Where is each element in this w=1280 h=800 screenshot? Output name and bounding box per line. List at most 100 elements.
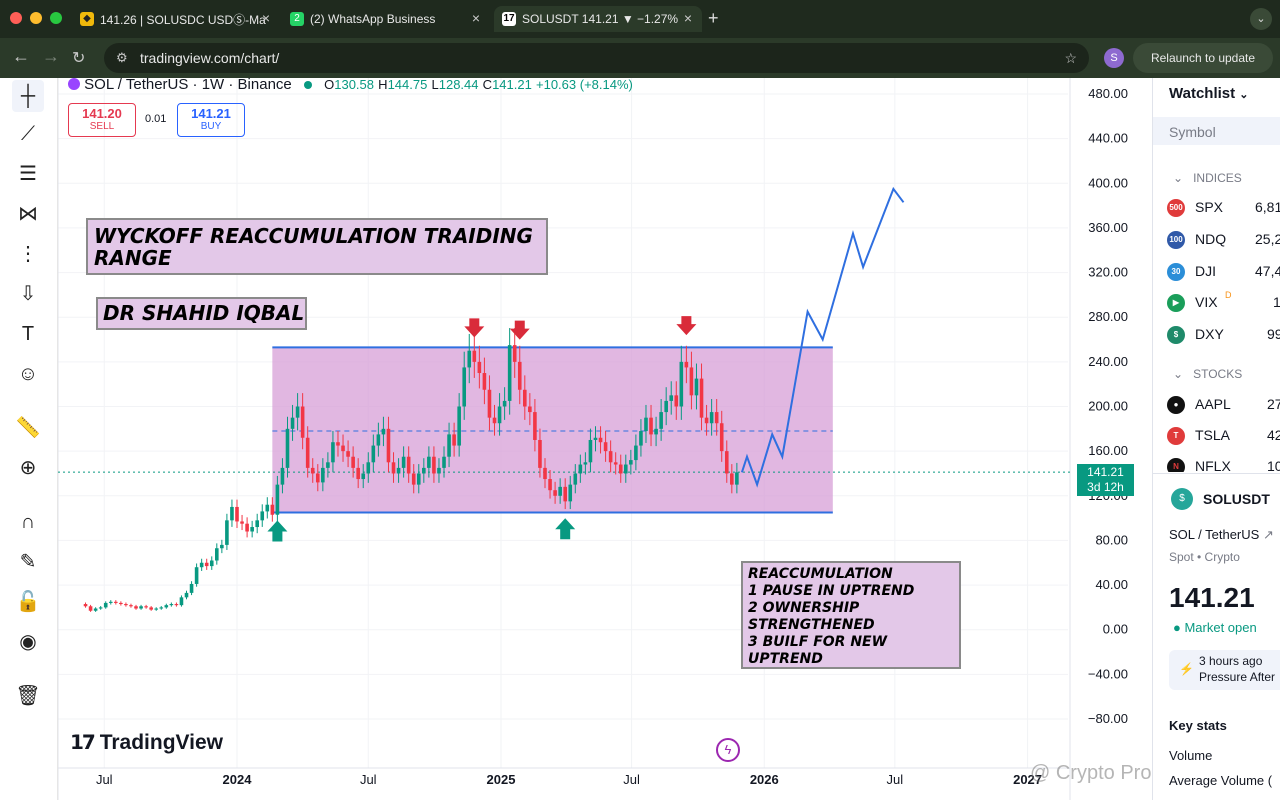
close-tab-icon[interactable]: × [471, 10, 480, 26]
forecast-icon[interactable]: ⋮ [18, 243, 38, 265]
author-text: DR SHAHID IQBAL [103, 301, 305, 325]
spread-value: 0.01 [145, 113, 167, 125]
trash-icon[interactable]: 🗑 [15, 685, 41, 707]
emoji-icon[interactable]: ☺ [17, 363, 39, 385]
price-chart[interactable]: 480.00 440.00 400.00 360.00 320.00 280.00 240.… [58, 78, 1148, 800]
lock-icon[interactable]: 🔓 [15, 591, 41, 613]
watchlist-row[interactable]: N NFLX 10 [1167, 456, 1280, 472]
eye-icon[interactable]: ◉ [19, 631, 37, 653]
close-window-button[interactable] [10, 12, 22, 24]
buy-label: BUY [200, 121, 222, 132]
candle-body [694, 378, 699, 396]
candle-body [634, 445, 638, 461]
candle-body [437, 467, 441, 474]
candle-body [517, 361, 522, 390]
magnet-icon[interactable]: ∩ [20, 511, 36, 533]
candle-body [639, 431, 643, 446]
news-card[interactable]: ⚡ 3 hours ago Pressure After [1169, 650, 1280, 690]
candle-body [730, 473, 734, 485]
sell-button[interactable]: 141.20 SELL [68, 103, 136, 137]
trend-line-icon[interactable]: ⟋ [21, 123, 35, 145]
url-field[interactable]: ⚙ tradingview.com/chart/ ☆ [104, 43, 1089, 73]
browser-tab-binance[interactable]: ◆ 141.26 | SOLUSDC USDⓈ-Ma × [72, 6, 280, 32]
profile-avatar[interactable]: S [1104, 48, 1124, 68]
candle-body [139, 606, 143, 609]
forward-icon[interactable]: → [42, 46, 60, 66]
y-tick-label: 480.00 [1088, 86, 1128, 101]
watchlist-row[interactable]: T TSLA 42 [1167, 425, 1280, 447]
ruler-icon[interactable]: 📏 [15, 417, 41, 439]
dxy-icon: $ [1167, 326, 1185, 344]
detail-name[interactable]: SOL / TetherUS ↗ [1169, 527, 1274, 543]
y-tick-label: 280.00 [1088, 309, 1128, 324]
notes-box[interactable]: REACCUMULATION 1 PAUSE IN UPTREND 2 OWNE… [741, 561, 961, 669]
candle-body [154, 608, 159, 610]
candle-body [103, 602, 108, 608]
close-tab-icon[interactable]: × [261, 10, 270, 26]
watchlist-row[interactable]: 500 SPX 6,81 [1167, 197, 1280, 219]
low-label: L [431, 77, 439, 92]
arrow-marker-icon[interactable]: ⇩ [19, 283, 37, 305]
candle-body [315, 473, 320, 483]
y-tick-label: 40.00 [1095, 577, 1128, 592]
relaunch-button[interactable]: Relaunch to update [1133, 43, 1273, 73]
solusdt-icon: $ [1171, 488, 1193, 510]
watchlist-row[interactable]: 30 DJI 47,4 [1167, 261, 1280, 283]
browser-tab-whatsapp[interactable]: 2 (2) WhatsApp Business × [282, 6, 490, 32]
bar-countdown: 3d 12h [1087, 480, 1124, 494]
row-value: 10 [1267, 458, 1280, 472]
close-tab-icon[interactable]: × [683, 10, 692, 26]
site-info-icon[interactable]: ⚙ [116, 50, 128, 65]
candle-body [558, 486, 562, 496]
symbol-column-header[interactable]: Symbol [1169, 124, 1216, 140]
candle-body [578, 464, 583, 474]
tradingview-logo[interactable]: 𝟭𝟳 TradingView [70, 730, 223, 755]
news-time: 3 hours ago [1199, 654, 1263, 668]
maximize-window-button[interactable] [50, 12, 62, 24]
lightning-icon: ⚡ [1179, 662, 1194, 676]
whatsapp-icon: 2 [290, 12, 304, 26]
wyckoff-title-box[interactable]: WYCKOFF REACCUMULATION TRAIDING RANGE [86, 218, 548, 275]
watchlist-row[interactable]: $ DXY 99 [1167, 324, 1280, 346]
symbol-line[interactable]: SOL / TetherUS · 1W · Binance [84, 76, 292, 93]
lightning-icon[interactable]: ϟ [716, 738, 740, 762]
x-tick-label: 2026 [750, 772, 779, 787]
watchlist-title[interactable]: Watchlist ⌄ [1169, 85, 1249, 102]
market-status-dot [303, 81, 312, 89]
candle-body [664, 400, 668, 413]
row-value: 27 [1267, 396, 1280, 412]
zoom-in-icon[interactable]: ⊕ [19, 457, 37, 479]
high-label: H [378, 77, 388, 92]
detail-symbol[interactable]: SOLUSDT [1203, 491, 1270, 507]
candle-body [391, 462, 396, 474]
fib-icon[interactable]: ☰ [19, 163, 37, 185]
x-tick-label: 2027 [1013, 772, 1042, 787]
key-stats-heading: Key stats [1169, 718, 1227, 733]
crosshair-icon[interactable]: ┼ [12, 80, 44, 112]
section-indices[interactable]: ⌄ INDICES [1173, 171, 1242, 185]
author-box[interactable]: DR SHAHID IQBAL [96, 297, 307, 330]
section-stocks[interactable]: ⌄ STOCKS [1173, 367, 1242, 381]
candle-body [366, 462, 371, 474]
candle-body [497, 406, 502, 424]
buy-button[interactable]: 141.21 BUY [177, 103, 245, 137]
up-arrow-icon [267, 520, 288, 542]
pattern-icon[interactable]: ⋈ [18, 203, 38, 225]
pencil-lock-icon[interactable]: ✎ [19, 551, 37, 573]
tab-search-icon[interactable]: ⌄ [1250, 8, 1272, 30]
chart-pane[interactable]: 480.00 440.00 400.00 360.00 320.00 280.00 240.… [58, 78, 1148, 800]
browser-tab-tradingview[interactable]: 17 SOLUSDT 141.21 ▼ −1.27% × [494, 6, 702, 32]
new-tab-icon[interactable]: + [708, 8, 719, 28]
sell-price: 141.20 [82, 106, 122, 121]
watchlist-row[interactable]: ● AAPL 27 [1167, 394, 1280, 416]
row-symbol: SPX [1195, 199, 1224, 215]
watchlist-row[interactable]: 100 NDQ 25,2 [1167, 229, 1280, 251]
watchlist-row[interactable]: ▶ VIX D 1 [1167, 290, 1280, 314]
text-tool-icon[interactable]: T [21, 323, 35, 345]
candle-body [533, 412, 537, 440]
minimize-window-button[interactable] [30, 12, 42, 24]
bookmark-star-icon[interactable]: ☆ [1064, 50, 1077, 66]
back-icon[interactable]: ← [12, 46, 30, 66]
reload-icon[interactable]: ↻ [72, 50, 86, 67]
down-arrow-icon [464, 318, 485, 338]
